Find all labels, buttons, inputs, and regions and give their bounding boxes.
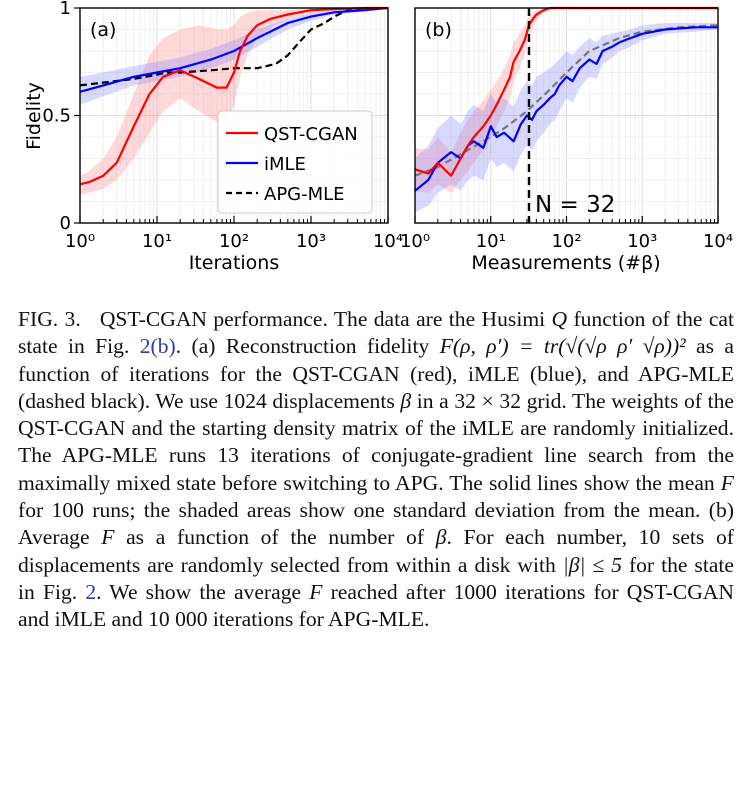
legend-label-apg-mle: APG-MLE (264, 184, 345, 205)
caption-fig-label: FIG. 3. (18, 307, 81, 331)
panel-a-bands (80, 8, 388, 196)
caption-figure-link[interactable]: 2 (85, 579, 97, 604)
caption-math: F (101, 525, 115, 550)
caption-text: function of the cat state in Fig. (18, 307, 735, 359)
caption-text: for 100 runs; the shaded areas show one … (18, 498, 734, 550)
panel-a-ticks: 10⁰ 10¹ 10² 10³ 10⁴ 0 0.5 1 (42, 0, 403, 252)
y-tick-label: 0.5 (42, 106, 71, 127)
caption-text: for the state in Fig. (18, 552, 735, 604)
caption-math: |β| ≤ 5 (562, 552, 622, 577)
legend-box (217, 110, 373, 214)
caption-text: as a function of iterations for the QST-… (18, 334, 734, 413)
caption-text: . For each number, 10 sets of displaceme… (18, 525, 734, 577)
x-tick-label: 10⁰ (400, 231, 430, 252)
x-tick-label: 10¹ (142, 231, 172, 252)
legend-label-qst-cgan: QST-CGAN (264, 124, 358, 145)
caption-text: . (a) Reconstruction fidelity (175, 334, 440, 359)
caption-text: reached after 1000 iterations for QST-CG… (18, 579, 734, 632)
x-tick-label: 10⁴ (703, 231, 733, 252)
panel-b-xlabel: Measurements (#β) (471, 252, 660, 274)
series-line-imle (79, 6, 389, 93)
caption-math: β (400, 388, 412, 413)
caption-text: in a 32 × 32 grid. The weights of the QS… (18, 388, 734, 495)
std-band-imle (80, 8, 388, 105)
panel-b-label: (b) (425, 19, 452, 41)
panel-a-ylabel: Fidelity (23, 82, 45, 150)
panel-a-lines (79, 6, 389, 186)
panel-b-bands (415, 8, 718, 213)
std-band-imle (415, 23, 718, 213)
std-band-qst-cgan (80, 8, 388, 196)
panel-a: 10⁰ 10¹ 10² 10³ 10⁴ 0 0.5 1 (a) Fidelity Iterat… (23, 0, 403, 274)
x-tick-label: 10⁰ (65, 231, 95, 252)
caption-fidelity-formula: F(ρ, ρ′) = tr(√(√ρ ρ′ √ρ))² (439, 334, 686, 359)
series-line-qst-cgan (79, 6, 388, 186)
n-threshold-label: N = 32 (535, 192, 615, 218)
panel-b-grid (414, 8, 718, 223)
y-tick-label: 0 (60, 213, 71, 234)
legend: QST-CGAN iMLE APG-MLE (217, 110, 373, 214)
panel-a-xlabel: Iterations (189, 252, 280, 274)
panel-b: N = 32 10⁰ 10¹ 10² 10³ 10⁴ (b) Measurements … (400, 6, 733, 274)
series-line-apg-mle (414, 24, 719, 177)
caption-math: F (720, 470, 734, 495)
caption-figure-link[interactable]: 2(b) (139, 334, 176, 359)
caption-math: Q (551, 307, 568, 331)
std-band-qst-cgan (415, 8, 718, 193)
x-tick-label: 10³ (627, 231, 657, 252)
x-tick-label: 10³ (296, 231, 326, 252)
caption-text: as a function of the number of (114, 525, 436, 550)
x-tick-label: 10¹ (476, 231, 506, 252)
panel-b-ticks: 10⁰ 10¹ 10² 10³ 10⁴ (400, 216, 733, 252)
x-tick-label: 10² (551, 231, 581, 252)
y-tick-label: 1 (60, 0, 71, 19)
figure-caption: FIG. 3. QST-CGAN performance. The data a… (18, 306, 734, 634)
legend-label-imle: iMLE (264, 154, 306, 175)
series-line-apg-mle (79, 6, 389, 87)
caption-text: QST-CGAN performance. The data are the H… (99, 307, 552, 331)
caption-math: F (309, 579, 323, 604)
caption-math: β (435, 525, 447, 550)
x-tick-label: 10⁴ (373, 231, 403, 252)
caption-text: . We show the average (96, 579, 310, 604)
x-tick-label: 10² (219, 231, 249, 252)
panel-a-label: (a) (90, 19, 116, 41)
figure: 10⁰ 10¹ 10² 10³ 10⁴ 0 0.5 1 (a) Fidelity Iterat… (23, 0, 733, 274)
